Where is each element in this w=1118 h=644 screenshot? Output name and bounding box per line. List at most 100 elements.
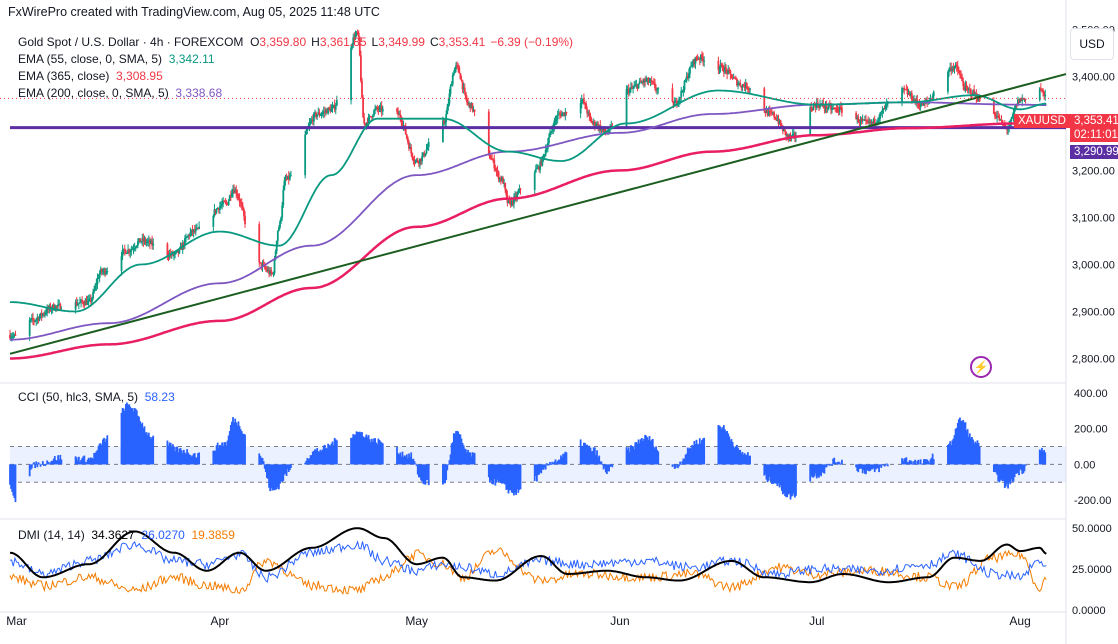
candle [693, 59, 696, 64]
candle [106, 271, 109, 273]
cci-bar [443, 464, 445, 484]
candle [470, 103, 473, 109]
legend-close: 3,353.41 [438, 35, 486, 49]
cci-bar [654, 448, 656, 465]
candle [281, 205, 284, 218]
candle [425, 149, 428, 154]
candle [401, 122, 404, 126]
candle [456, 65, 459, 67]
cci-bar [1015, 464, 1018, 474]
candle [422, 152, 425, 156]
candle [461, 80, 464, 90]
lightning-icon[interactable]: ⚡ [970, 356, 992, 378]
cci-bar [867, 464, 870, 471]
candle [736, 79, 738, 86]
candle [215, 208, 218, 213]
cci-bar [685, 453, 688, 465]
candle [213, 209, 216, 216]
cci-bar [361, 432, 363, 465]
candle [1017, 99, 1019, 106]
candle [585, 103, 587, 110]
cci-tick-label: 400.00 [1074, 388, 1108, 400]
candle [687, 73, 690, 79]
candle [701, 54, 703, 58]
cci-bar [878, 464, 880, 473]
cci-bar [974, 441, 977, 465]
candle [764, 111, 767, 114]
cci-bar [399, 452, 402, 465]
currency-button[interactable]: USD [1070, 28, 1114, 60]
cci-bar [171, 444, 174, 465]
candle [922, 102, 925, 106]
candle [313, 113, 315, 122]
cci-bar [680, 464, 683, 465]
candle [1038, 88, 1041, 101]
candle [351, 44, 354, 48]
candle [918, 104, 921, 107]
candle [450, 84, 453, 87]
candle [863, 119, 866, 121]
cci-bar [369, 442, 372, 465]
cci-bar [30, 464, 33, 469]
cci-bar [550, 464, 553, 466]
candle [362, 97, 364, 118]
candle [143, 239, 146, 242]
cci-bar [241, 433, 244, 465]
cci-bar [833, 457, 836, 465]
cci-bar [307, 459, 310, 465]
candle [1042, 89, 1044, 92]
cci-bar [401, 451, 404, 465]
cci-bar [880, 464, 883, 468]
candle [32, 317, 34, 320]
cci-bar [584, 442, 586, 465]
cci-bar [497, 464, 500, 483]
dmi-minus-line [9, 547, 1047, 595]
cci-bar [718, 425, 721, 465]
cci-bar [284, 464, 287, 474]
candle [963, 85, 966, 90]
candle [902, 87, 905, 89]
candle [463, 87, 466, 93]
candle [268, 270, 270, 275]
cci-bar [820, 464, 823, 477]
cci-bar [493, 464, 496, 479]
cci-bar [869, 464, 872, 471]
cci-bar [601, 464, 604, 465]
ema365-label: EMA (365, close) [18, 69, 110, 83]
legend-ema55: EMA (55, close, 0, SMA, 5) 3,342.11 [18, 52, 215, 66]
cci-bar [315, 450, 317, 465]
candle [722, 70, 725, 73]
candle [734, 78, 737, 80]
candle [459, 73, 462, 80]
cci-bar [563, 453, 566, 465]
candle [333, 105, 336, 110]
cci-bar [501, 464, 503, 484]
candle [225, 201, 228, 204]
candle [602, 128, 605, 131]
cci-bar [955, 427, 958, 465]
candle [647, 78, 650, 83]
candle [699, 54, 702, 60]
cci-bar [649, 441, 652, 465]
cci-bar [375, 442, 378, 465]
cci-bar [791, 464, 794, 496]
cci-bar [690, 448, 692, 465]
candle [593, 121, 596, 127]
cci-bar [279, 464, 281, 484]
candle [92, 291, 94, 299]
cci-bar [48, 463, 51, 465]
cci-bar [831, 464, 833, 466]
candle [636, 84, 639, 89]
cci-bar [237, 421, 240, 465]
candle [175, 251, 178, 253]
cci-bar [193, 453, 196, 465]
cci-bar [398, 454, 401, 465]
cci-bar [816, 464, 819, 477]
price-tick-label: 3,200.00 [1072, 165, 1115, 177]
cci-bar [169, 442, 172, 465]
cci-bar [408, 453, 410, 465]
cci-bar [380, 442, 383, 465]
candle [120, 256, 123, 272]
cci-bar [856, 464, 859, 471]
